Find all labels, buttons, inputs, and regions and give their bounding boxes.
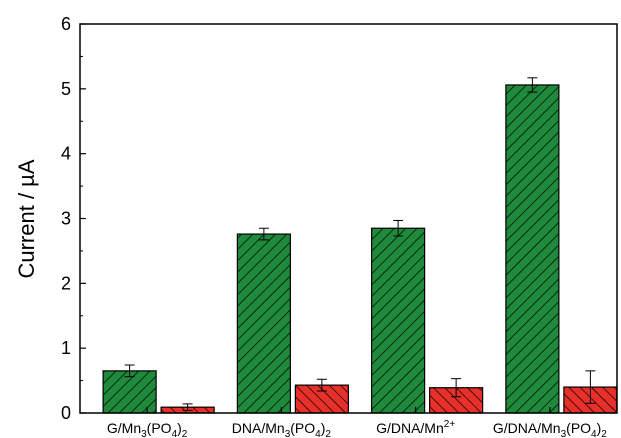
error-bars-layer [124,77,596,411]
bars-layer [102,84,618,414]
y-tick-label-0: 0 [61,403,71,423]
error-bar-s1-c3 [393,219,404,237]
error-bar-s2-c3 [451,378,462,398]
bar-s1-c2 [236,233,291,414]
x-tick-label-4: G/DNA/Mn3(PO4)2 [493,420,607,438]
x-axis: G/Mn3(PO4)2 DNA/Mn3(PO4)2 G/DNA/Mn2+ G/DNA/… [107,407,607,438]
error-bar-s1-c4 [527,77,538,93]
y-axis-title: Current / µA [14,159,39,278]
error-bar-s2-c4 [585,370,596,404]
bar-s1-c3 [371,227,426,414]
y-tick-label-6: 6 [61,14,71,34]
y-tick-label-5: 5 [61,79,71,99]
y-tick-label-2: 2 [61,273,71,293]
x-tick-label-1: G/Mn3(PO4)2 [107,420,188,438]
error-bar-s1-c1 [124,364,135,378]
error-bar-s1-c2 [258,227,269,241]
y-tick-label-1: 1 [61,338,71,358]
x-tick-label-3: G/DNA/Mn2+ [376,419,455,436]
bar-s1-c1 [102,370,157,414]
error-bar-s2-c1 [182,403,193,411]
error-bar-s2-c2 [316,378,327,392]
x-tick-label-2: DNA/Mn3(PO4)2 [232,420,332,438]
y-tick-label-4: 4 [61,144,71,164]
bar-s1-c4 [505,84,560,414]
y-tick-label-3: 3 [61,209,71,229]
y-axis: 0 1 2 3 4 5 6 [61,14,86,423]
